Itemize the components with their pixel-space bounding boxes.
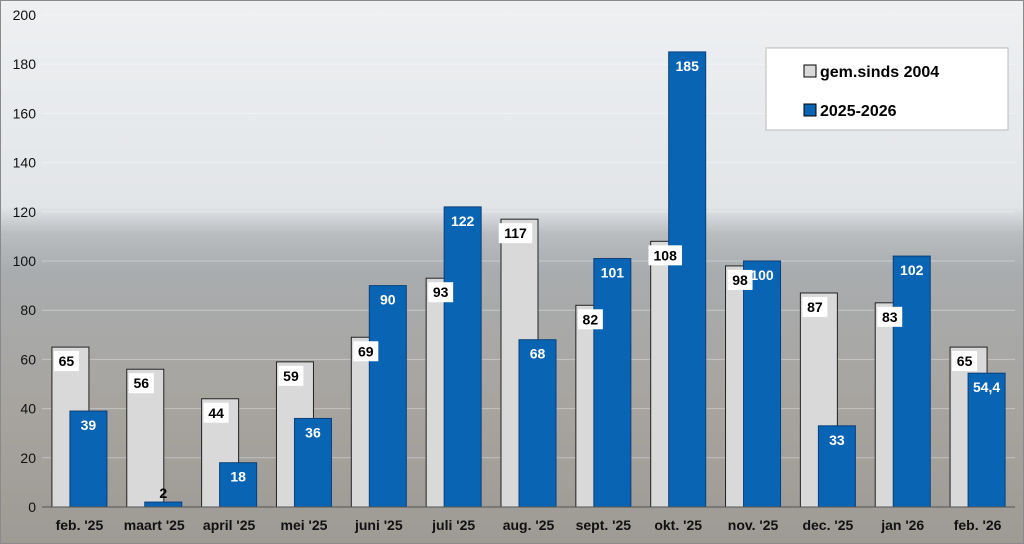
data-label-current: 185 <box>676 58 700 74</box>
data-label-current: 36 <box>305 424 321 440</box>
data-labels: 65 39 56 2 44 18 59 36 69 90 93 122 117 68 82 101 108 185… <box>53 58 1000 501</box>
x-category-label: okt. '25 <box>654 517 702 533</box>
bar-current <box>817 425 856 508</box>
data-label-current: 2 <box>159 485 167 501</box>
data-label-current: 39 <box>81 417 97 433</box>
data-label-current: 90 <box>380 292 396 308</box>
data-label-box <box>498 223 533 244</box>
data-label-average: 44 <box>208 405 224 421</box>
y-tick-label: 100 <box>13 253 37 269</box>
data-label-box <box>952 351 978 372</box>
data-label-average: 59 <box>283 368 299 384</box>
y-axis-ticks: 0 20 40 60 80 100 120 140 160 180 200 <box>13 7 37 515</box>
data-label-box <box>648 245 682 266</box>
data-label-average: 82 <box>583 311 599 327</box>
x-category-label: feb. '25 <box>56 517 104 533</box>
x-category-label: aug. '25 <box>503 517 555 533</box>
data-label-average: 108 <box>654 247 678 263</box>
bar-current <box>743 260 782 508</box>
y-tick-label: 200 <box>13 7 37 23</box>
bar-current <box>293 417 332 508</box>
x-category-label: jan '26 <box>880 517 924 533</box>
x-category-label: feb. '26 <box>954 517 1002 533</box>
x-category-label: juni '25 <box>354 517 403 533</box>
x-category-label: juli '25 <box>431 517 475 533</box>
data-label-current: 101 <box>601 265 625 281</box>
bar-current <box>69 410 108 508</box>
bar-current <box>368 285 407 508</box>
data-label-box <box>278 365 304 386</box>
data-label-box <box>727 269 753 290</box>
data-label-average: 83 <box>882 309 898 325</box>
bars <box>51 51 1006 508</box>
legend-label-current: 2025-2026 <box>820 103 897 120</box>
data-label-box <box>353 341 379 362</box>
y-tick-label: 60 <box>20 351 36 367</box>
data-label-average: 69 <box>358 343 374 359</box>
x-category-label: april '25 <box>203 517 256 533</box>
data-label-box <box>428 282 454 303</box>
legend: gem.sinds 2004 2025-2026 <box>765 47 1009 131</box>
data-label-average: 65 <box>59 353 75 369</box>
x-category-label: sept. '25 <box>576 517 632 533</box>
bar-current <box>892 255 931 508</box>
legend-swatch-current <box>803 103 817 117</box>
data-label-current: 68 <box>530 346 546 362</box>
y-tick-label: 40 <box>20 401 36 417</box>
data-label-average: 87 <box>807 299 823 315</box>
bar-current <box>219 462 258 508</box>
data-label-average: 65 <box>957 353 973 369</box>
y-tick-label: 180 <box>13 56 37 72</box>
data-label-current: 33 <box>829 432 845 448</box>
y-tick-label: 0 <box>28 499 36 515</box>
bar-current <box>593 258 632 508</box>
y-tick-label: 140 <box>13 155 37 171</box>
y-tick-label: 120 <box>13 204 37 220</box>
data-label-average: 117 <box>504 225 527 241</box>
data-label-average: 93 <box>433 284 449 300</box>
data-label-current: 100 <box>750 267 774 283</box>
y-tick-label: 160 <box>13 105 37 121</box>
bar-current <box>144 501 183 508</box>
bar-current <box>518 339 557 508</box>
data-label-current: 122 <box>451 213 475 229</box>
legend-swatch-avg <box>803 64 817 78</box>
x-category-label: dec. '25 <box>802 517 853 533</box>
data-label-box <box>203 402 229 423</box>
x-axis-categories: feb. '25 maart '25 april '25 mei '25 juni '2… <box>56 517 1002 533</box>
x-category-label: nov. '25 <box>728 517 779 533</box>
data-label-box <box>877 306 903 327</box>
y-tick-label: 20 <box>20 450 36 466</box>
data-label-current: 102 <box>900 262 924 278</box>
bar-current <box>668 51 707 508</box>
data-label-box <box>128 373 154 394</box>
x-category-label: mei '25 <box>281 517 328 533</box>
data-label-average: 98 <box>732 272 748 288</box>
bar-current <box>443 206 482 508</box>
data-label-box <box>577 309 603 330</box>
data-label-box <box>53 351 79 372</box>
y-tick-label: 80 <box>20 302 36 318</box>
bar-current <box>967 372 1006 508</box>
data-label-current: 18 <box>230 469 246 485</box>
data-label-average: 56 <box>133 375 149 391</box>
x-category-label: maart '25 <box>124 517 185 533</box>
data-label-box <box>802 296 828 317</box>
legend-label-avg: gem.sinds 2004 <box>820 64 939 81</box>
data-label-current: 54,4 <box>973 379 1000 395</box>
